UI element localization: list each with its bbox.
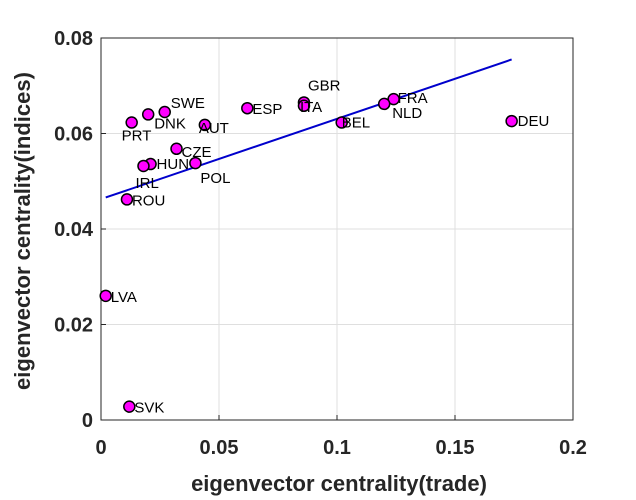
point-label-prt: PRT — [122, 128, 152, 145]
y-tick-label: 0 — [82, 410, 93, 432]
point-esp — [241, 101, 254, 115]
point-nld — [377, 97, 391, 111]
point-label-cze: CZE — [182, 144, 212, 161]
point-swe — [158, 105, 171, 119]
point-ita — [297, 99, 311, 113]
point-aut — [198, 118, 212, 132]
x-axis-title: eigenvector centrality(trade) — [191, 471, 487, 496]
point-label-swe: SWE — [171, 95, 205, 112]
point-cze — [170, 142, 183, 156]
point-label-fra: FRA — [398, 90, 428, 107]
point-svk — [123, 400, 136, 413]
x-tick-label: 0.05 — [200, 437, 239, 459]
y-axis-ticks: 0 0.02 0.04 0.06 0.08 — [54, 28, 106, 432]
point-label-gbr: GBR — [308, 77, 341, 94]
point-label-deu: DEU — [518, 113, 550, 130]
point-label-lva: LVA — [111, 289, 137, 306]
point-rou — [120, 193, 134, 206]
point-label-nld: NLD — [392, 105, 422, 122]
point-label-bel: BEL — [342, 115, 370, 132]
point-irl — [137, 159, 150, 173]
x-tick-label: 0.2 — [559, 437, 587, 459]
point-label-esp: ESP — [252, 101, 282, 118]
y-axis-title: eigenvector centrality(indices) — [10, 72, 35, 390]
fit-line — [105, 58, 512, 199]
x-axis-ticks: 0 0.05 0.1 0.15 0.2 — [95, 415, 587, 459]
point-pol — [189, 156, 202, 170]
point-label-ita: ITA — [300, 99, 322, 116]
y-tick-label: 0.04 — [54, 219, 94, 241]
y-tick-label: 0.06 — [54, 124, 93, 146]
x-tick-label: 0 — [95, 437, 106, 459]
point-deu — [505, 114, 518, 128]
point-label-irl: IRL — [135, 175, 158, 192]
point-dnk — [141, 108, 155, 121]
x-tick-label: 0.15 — [436, 437, 475, 459]
point-lva — [99, 289, 112, 303]
y-tick-label: 0.02 — [54, 315, 93, 337]
point-prt — [125, 116, 138, 129]
point-label-pol: POL — [200, 170, 230, 187]
point-label-rou: ROU — [132, 192, 165, 209]
point-label-aut: AUT — [199, 120, 229, 137]
x-tick-label: 0.1 — [323, 437, 351, 459]
point-bel — [335, 116, 348, 129]
y-tick-label: 0.08 — [54, 28, 93, 50]
point-label-hun: HUN — [157, 156, 190, 173]
point-label-svk: SVK — [134, 400, 164, 417]
point-label-dnk: DNK — [154, 115, 186, 132]
